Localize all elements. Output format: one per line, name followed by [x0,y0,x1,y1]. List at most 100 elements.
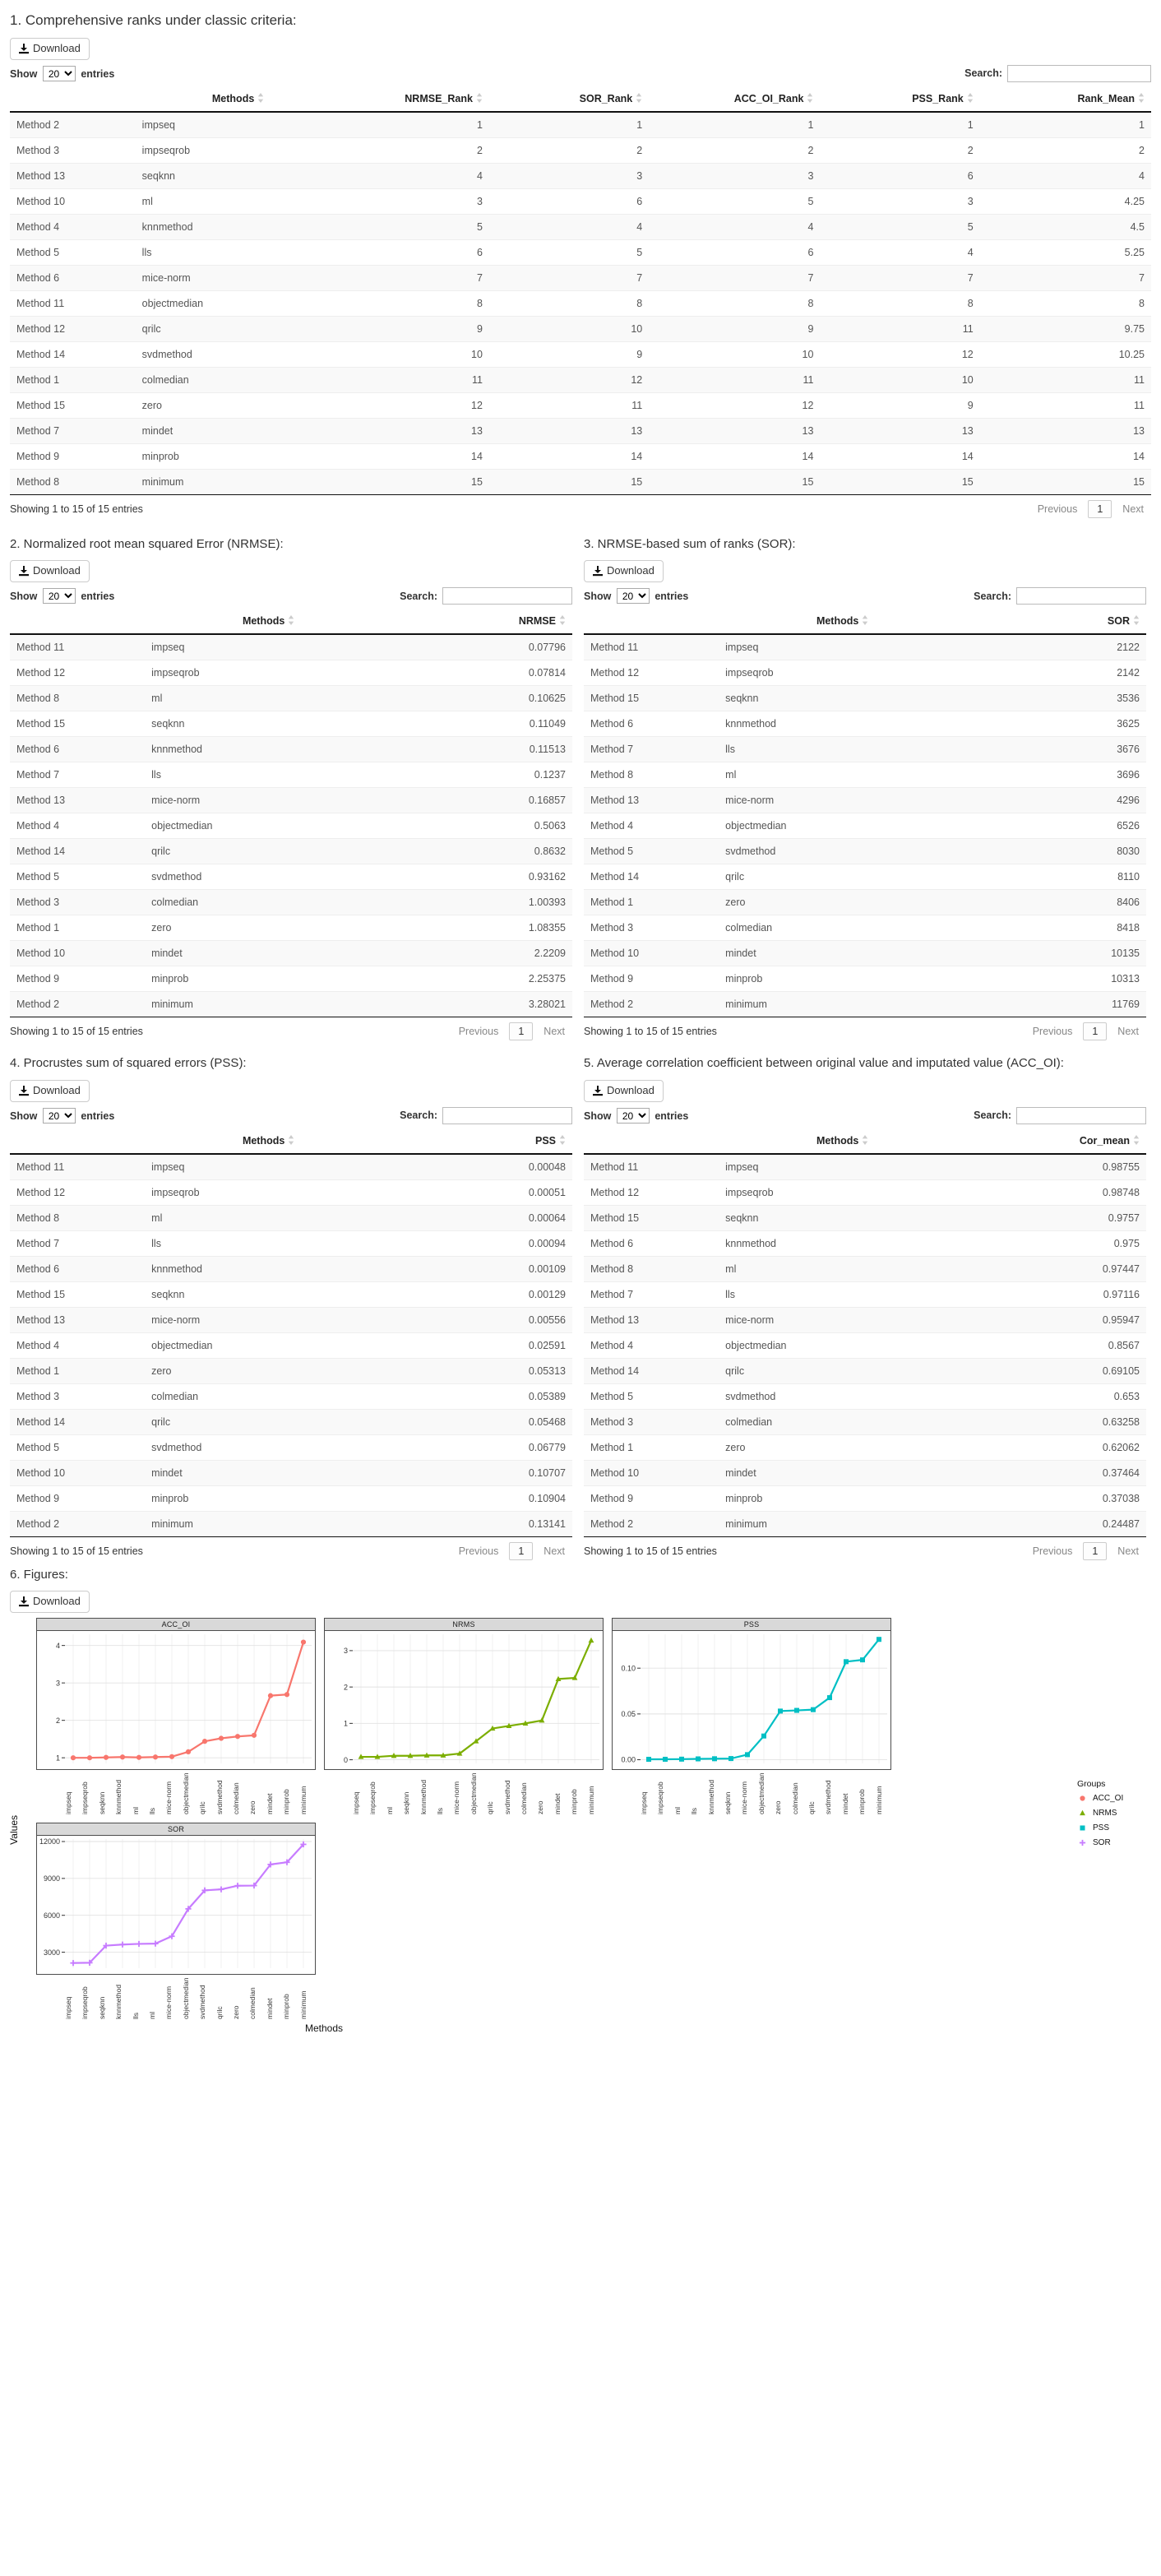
table-row: Method 8 ml 0.97447 [584,1255,1146,1282]
col-header-sor-rank[interactable]: SOR_Rank [488,85,650,113]
datatable-controls-section2: Show 20 entries Search: [10,587,572,605]
col-header-pss-rank[interactable]: PSS_Rank [820,85,980,113]
cell-value: 0.00129 [392,1281,572,1308]
pagination-previous[interactable]: Previous [1037,503,1078,515]
pagination-next[interactable]: Next [543,1545,565,1557]
page-length-control-section3: Show 20 entries [584,588,688,605]
legend-item-sor: SOR [1077,1837,1148,1848]
pagination-next[interactable]: Next [1117,1545,1139,1557]
download-label: Download [33,1083,81,1096]
cell-method-name: knnmethod [719,711,967,737]
x-tick-label: impseqrob [81,1986,90,2020]
pagination-previous[interactable]: Previous [458,1545,499,1557]
pagination-next[interactable]: Next [1117,1026,1139,1038]
sort-arrows-icon[interactable] [288,1134,294,1145]
cell-value: 0.05313 [392,1357,572,1384]
legend-label: ACC_OI [1093,1794,1124,1804]
download-button-section2[interactable]: Download [10,560,90,583]
cell-method-name: knnmethod [145,736,393,762]
cell-value: 9 [820,391,980,419]
cell-method-id: Method 11 [10,290,136,317]
sort-arrows-icon[interactable] [862,615,868,626]
page-length-select-section4[interactable]: 20 [42,1107,76,1124]
x-tick-label: mindet [840,1793,849,1815]
download-button-section5[interactable]: Download [584,1079,664,1102]
download-button-section6[interactable]: Download [10,1591,90,1614]
chart-panel-acc_oi: ACC_OI 1 2 3 4 impseq impseqrob seqknn knnmethod… [36,1618,316,1814]
sort-arrows-icon[interactable] [807,92,813,103]
search-input-section5[interactable] [1016,1106,1146,1124]
pagination-page-1[interactable]: 1 [1083,1022,1108,1041]
col-header-methods[interactable]: Methods [145,608,393,636]
search-input-section2[interactable] [442,587,572,605]
sort-arrows-icon[interactable] [1133,1134,1140,1145]
pagination-previous[interactable]: Previous [458,1026,499,1038]
cell-method-name: impseq [719,1153,967,1180]
col-header-methods[interactable]: Methods [135,85,341,113]
cell-method-name: svdmethod [135,341,341,368]
cell-value: 0.62062 [966,1434,1146,1461]
cell-method-name: seqknn [135,162,341,189]
table-row: Method 14 qrilc 0.05468 [10,1408,572,1435]
table-row: Method 4 objectmedian 0.8567 [584,1332,1146,1359]
page-length-select-section1[interactable]: 20 [42,65,76,81]
download-button-section4[interactable]: Download [10,1079,90,1102]
cell-value: 0.05468 [392,1408,572,1435]
search-input-section1[interactable] [1007,64,1151,82]
page-length-select-section2[interactable]: 20 [42,588,76,605]
col-header-nrmse-rank[interactable]: NRMSE_Rank [340,85,489,113]
entries-label: entries [81,1110,115,1122]
table-row: Method 5 svdmethod 8030 [584,838,1146,864]
search-input-section3[interactable] [1016,587,1146,605]
col-header-nrmse[interactable]: NRMSE [392,608,572,636]
legend-label: NRMS [1093,1809,1117,1818]
download-button-section3[interactable]: Download [584,560,664,583]
col-header-methods[interactable]: Methods [145,1127,393,1155]
col-header-pss[interactable]: PSS [392,1127,572,1155]
pagination-next[interactable]: Next [1122,503,1144,515]
col-header-methods[interactable]: Methods [719,608,967,636]
download-button-section1[interactable]: Download [10,38,90,60]
pagination-previous[interactable]: Previous [1032,1026,1073,1038]
col-header-methods[interactable]: Methods [719,1127,967,1155]
table-row: Method 13 mice-norm 0.95947 [584,1306,1146,1333]
page-length-select-section3[interactable]: 20 [616,588,650,605]
cell-method-name: lls [135,239,341,266]
sort-arrows-icon[interactable] [636,92,642,103]
cell-method-id: Method 13 [10,1306,146,1333]
sort-arrows-icon[interactable] [1138,92,1145,103]
page-length-select-section5[interactable]: 20 [616,1107,650,1124]
pagination-page-1[interactable]: 1 [1088,499,1112,518]
pagination-page-1[interactable]: 1 [1083,1541,1108,1560]
sort-arrows-icon[interactable] [559,615,566,626]
sort-arrows-icon[interactable] [862,1134,868,1145]
cell-method-id: Method 14 [584,864,719,890]
sort-arrows-icon[interactable] [1133,615,1140,626]
cell-method-id: Method 6 [584,711,719,737]
x-tick-label: lls [131,2013,140,2020]
table-row: Method 5 svdmethod 0.06779 [10,1434,572,1461]
col-header-sor[interactable]: SOR [966,608,1146,636]
pagination-page-1[interactable]: 1 [509,1022,534,1041]
svg-text:1: 1 [344,1720,348,1728]
col-header-rank-mean[interactable]: Rank_Mean [979,85,1151,113]
cell-value: 1 [820,111,980,138]
cell-method-name: mindet [135,417,341,444]
sort-arrows-icon[interactable] [257,92,264,103]
table-info-section3: Showing 1 to 15 of 15 entries [584,1026,717,1038]
sort-arrows-icon[interactable] [559,1134,566,1145]
search-input-section4[interactable] [442,1106,572,1124]
sort-arrows-icon[interactable] [476,92,483,103]
col-header-accoi-rank[interactable]: ACC_OI_Rank [649,85,821,113]
cell-value: 11 [979,366,1151,393]
cell-method-id: Method 2 [10,1510,146,1537]
cell-value: 0.10625 [392,685,572,711]
cell-method-id: Method 8 [10,1204,146,1231]
sort-arrows-icon[interactable] [967,92,974,103]
sort-arrows-icon[interactable] [288,615,294,626]
col-header-cor-mean[interactable]: Cor_mean [966,1127,1146,1155]
pagination-page-1[interactable]: 1 [509,1541,534,1560]
pagination-next[interactable]: Next [543,1026,565,1038]
pagination-previous[interactable]: Previous [1032,1545,1073,1557]
cell-value: 4 [649,213,821,240]
